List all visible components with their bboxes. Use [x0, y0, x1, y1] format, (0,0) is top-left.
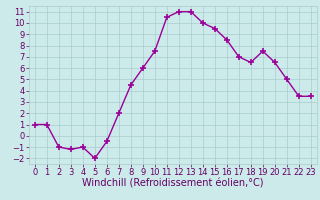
X-axis label: Windchill (Refroidissement éolien,°C): Windchill (Refroidissement éolien,°C): [82, 179, 264, 189]
